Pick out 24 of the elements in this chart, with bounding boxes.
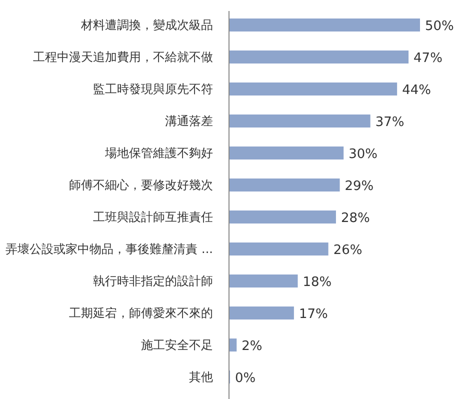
y-tick-label: 溝通落差 xyxy=(165,114,213,128)
y-tick-label: 執行時非指定的設計師 xyxy=(93,274,213,288)
data-label: 44% xyxy=(402,83,431,98)
data-label: 28% xyxy=(340,211,370,226)
data-label: 47% xyxy=(414,51,442,66)
y-tick-label: 工程中漫天追加費用，不給就不做 xyxy=(33,50,213,64)
data-label: 50% xyxy=(425,19,454,34)
y-tick-label: 師傅不細心，要修改好幾次 xyxy=(69,178,213,192)
data-label: 37% xyxy=(375,115,404,130)
y-tick-label: 弄壞公設或家中物品，事後難釐清責 ... xyxy=(6,242,213,256)
y-tick-label: 其他 xyxy=(189,370,213,384)
data-label: 29% xyxy=(344,179,374,194)
y-tick-label: 工期延宕，師傅愛來不來的 xyxy=(69,306,213,320)
y-tick-label: 場地保管維護不夠好 xyxy=(104,146,213,160)
data-label: 0% xyxy=(235,371,256,386)
y-tick-label: 材料遭調換，變成次級品 xyxy=(80,18,213,32)
data-label: 18% xyxy=(302,275,332,290)
y-tick-label: 工班與設計師互推責任 xyxy=(93,210,213,224)
y-tick-label: 施工安全不足 xyxy=(141,338,213,352)
data-label: 2% xyxy=(242,339,262,354)
y-tick-label: 監工時發現與原先不符 xyxy=(93,82,213,96)
data-label: 26% xyxy=(333,243,362,258)
data-label: 30% xyxy=(348,147,378,162)
data-label: 17% xyxy=(298,307,328,322)
